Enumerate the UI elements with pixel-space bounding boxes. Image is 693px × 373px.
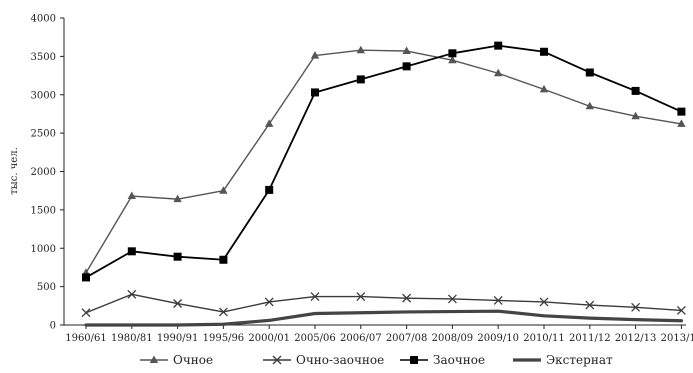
data-point-ochnoe — [494, 68, 503, 77]
data-point-zaochnoe — [585, 68, 594, 77]
data-point-ochno-zaochnoe — [173, 299, 183, 308]
series-line-ochnoe — [85, 49, 683, 274]
data-point-ochnoe — [310, 51, 320, 59]
data-point-ochnoe — [677, 119, 686, 127]
legend-marker — [272, 355, 282, 365]
data-point-ochnoe — [173, 194, 182, 203]
series-zaochnoe — [82, 41, 686, 282]
series-line-eksternat — [84, 309, 684, 327]
legend-item-eksternat: Экстернат — [513, 353, 613, 367]
y-tick-label: 2000 — [31, 167, 56, 178]
legend-marker — [410, 356, 418, 364]
data-point-zaochnoe — [265, 185, 274, 194]
x-tick-label: 2006/07 — [340, 333, 382, 344]
data-point-ochnoe — [539, 84, 549, 93]
data-point-ochno-zaochnoe — [447, 294, 457, 304]
series-eksternat — [84, 309, 684, 327]
data-point-ochno-zaochnoe — [310, 292, 320, 302]
data-point-ochno-zaochnoe — [81, 308, 91, 318]
y-axis: 0 500 1000 1500 2000 2500 3000 3500 4000 — [31, 14, 65, 332]
x-tick-label: 2000/01 — [248, 333, 290, 344]
data-point-ochnoe — [356, 45, 365, 54]
data-point-ochno-zaochnoe — [676, 305, 686, 315]
data-point-ochno-zaochnoe — [539, 297, 549, 307]
x-tick-label: 1980/81 — [111, 333, 153, 344]
data-point-ochnoe — [402, 46, 411, 55]
data-point-zaochnoe — [356, 75, 365, 84]
data-point-ochno-zaochnoe — [631, 302, 641, 312]
data-point-ochno-zaochnoe — [356, 292, 366, 302]
x-tick-label: 2009/10 — [477, 333, 519, 344]
y-tick-label: 1500 — [31, 205, 56, 216]
x-tick-label: 2012/13 — [615, 333, 657, 344]
y-tick-label: 2500 — [31, 129, 56, 140]
legend-marker — [149, 355, 159, 363]
data-point-ochno-zaochnoe — [585, 300, 595, 310]
data-point-ochnoe — [631, 111, 640, 120]
data-point-ochno-zaochnoe — [402, 293, 412, 303]
legend: Очное Очно-заочное Заочное Экстернат — [140, 353, 613, 367]
y-tick-label: 4000 — [31, 14, 56, 25]
data-point-zaochnoe — [127, 247, 136, 256]
series-ochnoe — [81, 45, 686, 276]
data-point-zaochnoe — [631, 86, 640, 95]
y-axis-title: тыс. чел. — [9, 147, 20, 195]
data-point-ochnoe — [127, 191, 136, 200]
x-tick-label: 1995/96 — [203, 333, 245, 344]
data-point-ochno-zaochnoe — [218, 307, 228, 317]
series-line-zaochnoe — [85, 44, 683, 279]
data-point-ochno-zaochnoe — [127, 289, 137, 299]
legend-label: Очно-заочное — [296, 353, 384, 367]
data-point-ochnoe — [219, 186, 228, 194]
data-point-zaochnoe — [219, 255, 228, 264]
legend-item-zaochnoe: Заочное — [400, 353, 485, 367]
y-tick-label: 1000 — [31, 244, 56, 255]
data-point-zaochnoe — [677, 107, 686, 116]
x-tick-label: 2007/08 — [386, 333, 428, 344]
plot-area — [81, 41, 686, 327]
y-tick-label: 3000 — [31, 90, 56, 101]
data-point-ochnoe — [448, 55, 457, 64]
x-tick-label: 2013/14 — [661, 333, 693, 344]
x-tick-label: 1990/91 — [157, 333, 199, 344]
legend-label: Экстернат — [546, 353, 613, 367]
data-point-zaochnoe — [448, 49, 457, 58]
x-tick-label: 2011/12 — [569, 333, 611, 344]
data-point-zaochnoe — [311, 88, 319, 97]
series-ochno-zaochnoe — [81, 289, 686, 318]
legend-label: Очное — [173, 353, 213, 367]
data-point-ochnoe — [585, 101, 594, 110]
data-point-zaochnoe — [173, 252, 182, 261]
legend-item-ochnoe: Очное — [140, 353, 213, 367]
data-point-ochnoe — [265, 119, 274, 127]
x-tick-label: 1960/61 — [65, 333, 107, 344]
x-tick-label: 2008/09 — [432, 333, 474, 344]
legend-label: Заочное — [433, 353, 485, 367]
data-point-ochno-zaochnoe — [264, 297, 274, 307]
x-tick-labels: 1960/61 1980/81 1990/91 1995/96 2000/01 2005/… — [65, 325, 693, 344]
data-point-zaochnoe — [82, 273, 90, 282]
y-tick-label: 3500 — [31, 52, 56, 63]
y-tick-label: 0 — [50, 321, 56, 332]
data-point-zaochnoe — [494, 41, 503, 50]
x-axis: 1960/61 1980/81 1990/91 1995/96 2000/01 2005/… — [64, 324, 693, 344]
y-tick-label: 500 — [37, 282, 56, 293]
x-tick-label: 2005/06 — [294, 333, 336, 344]
legend-item-ochno-zaochnoe: Очно-заочное — [263, 353, 384, 367]
data-point-zaochnoe — [540, 47, 548, 56]
y-tick-labels: 0 500 1000 1500 2000 2500 3000 3500 4000 — [31, 14, 64, 332]
data-point-ochno-zaochnoe — [493, 295, 503, 305]
data-point-zaochnoe — [402, 62, 411, 71]
x-tick-label: 2010/11 — [523, 333, 565, 344]
series-line-ochno-zaochnoe — [85, 293, 683, 314]
